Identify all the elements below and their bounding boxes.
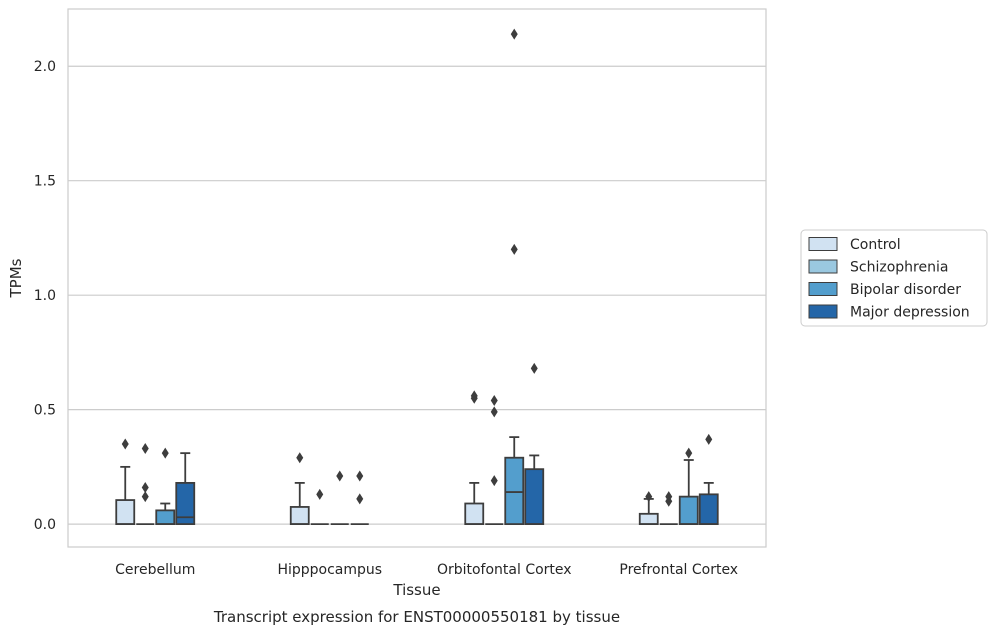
box-iqr [504,456,525,526]
box-3-2 [678,447,699,526]
outlier-point [141,491,149,503]
box-iqr [678,495,699,526]
box-3-0 [638,491,659,526]
chart-caption: Transcript expression for ENST0000055018… [213,608,620,626]
outlier-point [510,28,518,40]
y-tick-label: 1.5 [34,174,56,190]
box-2-1 [485,394,504,526]
legend: Control Schizophrenia Bipolar disorder Majo… [800,229,988,327]
x-tick-label: Cerebellum [115,562,195,578]
legend-swatch [808,259,838,274]
y-tick-label: 0.5 [34,403,56,419]
outlier-point [665,491,673,503]
outlier-point [161,447,169,459]
y-tick-label: 1.0 [34,288,56,304]
outlier-point [141,481,149,493]
outlier-point [356,470,364,482]
box-series [115,28,719,526]
outlier-point [470,390,478,402]
box-3-3 [698,433,719,526]
outlier-point [316,488,324,500]
outlier-point [296,452,304,464]
outlier-point [685,447,693,459]
y-tick-label: 2.0 [34,59,56,75]
box-1-2 [330,470,349,526]
outlier-point [121,438,129,450]
box-2-3 [524,362,545,526]
box-iqr [155,509,176,526]
outlier-point [490,406,498,418]
outlier-point [510,243,518,255]
legend-frame [800,229,988,327]
outlier-point [141,443,149,455]
box-iqr [115,499,136,526]
legend-label: Control [850,237,901,253]
plot-area [67,8,767,548]
box-2-0 [464,390,485,526]
box-iqr [464,502,485,526]
x-tick-label: Orbitofontal Cortex [437,562,572,578]
x-axis-ticks: Cerebellum Hipppocampus Orbitofontal Corte… [115,562,738,578]
box-1-0 [289,452,310,526]
x-tick-label: Prefrontal Cortex [619,562,738,578]
x-tick-label: Hipppocampus [277,562,382,578]
box-iqr [289,506,310,526]
box-iqr [175,481,196,526]
y-tick-label: 0.0 [34,517,56,533]
outlier-point [356,493,364,505]
outlier-point [336,470,344,482]
box-2-2 [504,28,525,526]
outlier-point [645,491,653,503]
outlier-point [490,394,498,406]
box-1-1 [310,488,329,526]
legend-label: Bipolar disorder [850,282,961,298]
outlier-point [705,433,713,445]
legend-swatch [808,304,838,319]
legend-swatch [808,237,838,251]
y-axis-label: TPMs [7,258,25,298]
box-iqr [524,468,545,526]
outlier-point [490,475,498,487]
box-0-1 [136,443,155,526]
box-0-2 [155,447,176,526]
box-3-1 [659,491,678,526]
x-axis-label: Tissue [392,581,440,599]
y-axis-ticks: 0.0 0.5 1.0 1.5 2.0 [34,59,56,533]
outlier-point [530,362,538,374]
legend-label: Schizophrenia [850,260,948,276]
box-1-3 [350,470,369,526]
box-0-0 [115,438,136,526]
box-iqr [698,493,719,526]
legend-swatch [808,282,838,296]
legend-label: Major depression [850,305,970,321]
box-0-3 [175,452,196,526]
box-iqr [638,512,659,526]
